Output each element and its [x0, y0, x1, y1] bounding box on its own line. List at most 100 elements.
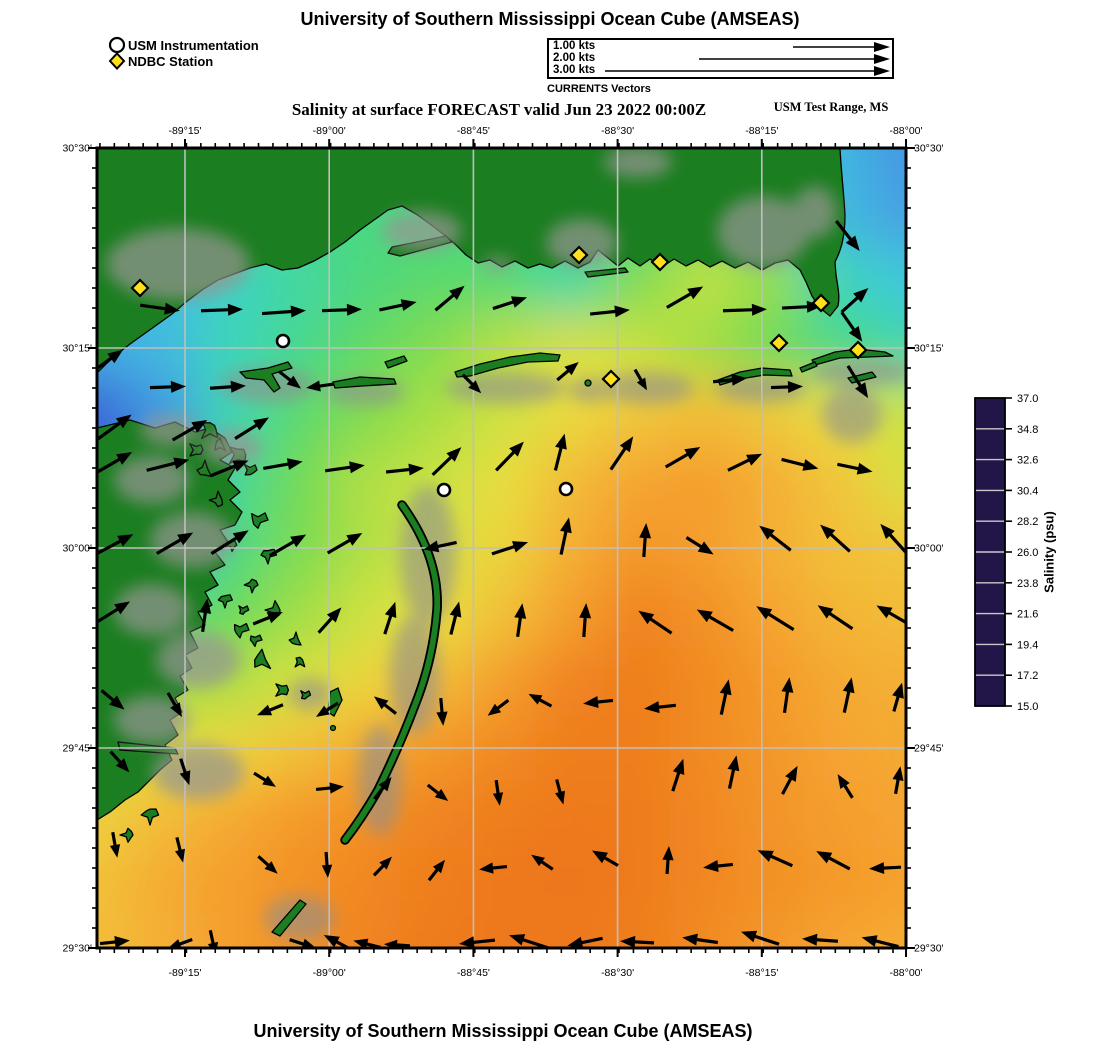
current-vector-head — [432, 859, 445, 874]
axis-tick-label: -88°45' — [457, 125, 490, 137]
current-vector-head — [264, 861, 278, 874]
current-vector-head — [232, 530, 249, 544]
sand-island — [584, 379, 592, 387]
ndbc-station-marker — [569, 245, 589, 265]
current-vector-head — [757, 850, 774, 862]
current-vector-head — [684, 447, 701, 460]
current-vector-head — [227, 303, 243, 316]
current-vector-head — [853, 288, 869, 303]
current-vector-head — [727, 755, 740, 772]
map-area — [97, 148, 906, 948]
colorbar-tick-label: 37.0 — [1017, 393, 1038, 405]
current-vector-head — [374, 696, 389, 710]
kts-2-label: 2.00 kts — [553, 52, 596, 64]
current-vector-head — [253, 417, 269, 431]
current-vector-head — [644, 701, 660, 714]
current-vector-head — [199, 598, 212, 614]
ndbc-station-marker — [811, 293, 831, 313]
current-vector-head — [230, 380, 246, 393]
usm-station-marker — [558, 481, 574, 497]
current-vector-head — [290, 305, 306, 318]
current-vector-head — [731, 373, 747, 386]
current-vector-head — [592, 850, 608, 864]
range-label: USM Test Range, MS — [773, 100, 889, 114]
axis-tick-label: 29°30' — [62, 943, 92, 955]
marsh-islet — [217, 594, 233, 609]
current-vector-head — [759, 525, 775, 540]
current-vector-head — [703, 860, 719, 872]
colorbar-tick-label: 23.8 — [1017, 578, 1038, 590]
marsh-islet — [140, 808, 160, 826]
legend-ndbc-label: NDBC Station — [128, 54, 214, 69]
current-vector-head — [861, 935, 878, 947]
current-vector-head — [177, 532, 194, 546]
axis-tick-label: 30°30' — [62, 143, 92, 155]
marsh-islet — [208, 490, 224, 508]
current-vector-head — [583, 696, 599, 708]
current-vectors — [97, 220, 906, 948]
current-vector-head — [781, 677, 794, 693]
current-vector-head — [323, 935, 340, 948]
current-vector-head — [662, 846, 674, 861]
current-vector-head — [741, 930, 758, 943]
marsh-islet — [254, 648, 272, 670]
current-vector-head — [817, 605, 834, 619]
current-vector-head — [109, 844, 121, 858]
west-ship-island — [332, 376, 397, 389]
axis-tick-label: -88°00' — [889, 967, 922, 979]
usm-legend-icon — [108, 36, 126, 54]
current-vector-head — [468, 380, 482, 394]
current-vector-head — [806, 300, 822, 313]
marsh-islet — [189, 443, 204, 457]
legend-symbols — [108, 36, 126, 70]
current-vector-head — [869, 862, 885, 874]
current-vector-head — [286, 375, 301, 389]
current-vector-head — [802, 459, 819, 471]
current-vector-head — [892, 766, 904, 781]
current-vector-head — [719, 679, 732, 696]
current-vector — [97, 418, 126, 442]
current-vector-head — [179, 770, 191, 786]
ndbc-station-marker — [848, 340, 868, 360]
current-vector-head — [802, 933, 818, 946]
current-vector-head — [290, 534, 307, 548]
axis-tick-label: 29°45' — [914, 743, 944, 755]
petit-bois-island — [717, 367, 793, 386]
axis-tick-label: -88°30' — [601, 967, 634, 979]
forecast-subtitle: Salinity at surface FORECAST valid Jun 2… — [291, 100, 707, 119]
mainland-polygon — [97, 148, 846, 374]
axis-tick-label: 30°15' — [62, 343, 92, 355]
colorbar-tick-label: 15.0 — [1017, 701, 1038, 713]
usm-station-marker — [436, 482, 452, 498]
footer-title: University of Southern Mississippi Ocean… — [253, 1021, 753, 1041]
colorbar-tick-label: 28.2 — [1017, 516, 1038, 528]
axis-tick-label: -89°15' — [168, 125, 201, 137]
current-vector-head — [479, 862, 494, 874]
current-vector-head — [423, 540, 440, 553]
scale-arrow-head — [874, 54, 890, 64]
current-vector-head — [567, 936, 584, 948]
marsh-islet — [119, 827, 134, 843]
current-vector-head — [619, 436, 634, 453]
current-vector-head — [329, 782, 344, 794]
current-vector-head — [746, 453, 763, 466]
axis-ticks — [88, 139, 915, 957]
current-vector-head — [286, 458, 303, 470]
current-vector-head — [555, 790, 565, 805]
current-vector-head — [266, 612, 283, 624]
graticule — [97, 148, 906, 948]
kts-1-label: 1.00 kts — [553, 40, 596, 52]
current-vector-head — [696, 609, 713, 623]
ndbc-station-marker — [769, 333, 789, 353]
current-vector-head — [579, 603, 592, 619]
current-vector-head — [168, 939, 182, 948]
current-vector-head — [487, 703, 502, 716]
current-vector-head — [232, 460, 249, 472]
current-vector-head — [262, 775, 276, 787]
axis-tick-label: -88°30' — [601, 125, 634, 137]
dauphin-island — [811, 348, 894, 366]
breton-island — [271, 899, 307, 937]
current-vector-head — [434, 788, 449, 801]
axis-tick-label: -89°00' — [313, 125, 346, 137]
current-vector-head — [164, 302, 180, 315]
